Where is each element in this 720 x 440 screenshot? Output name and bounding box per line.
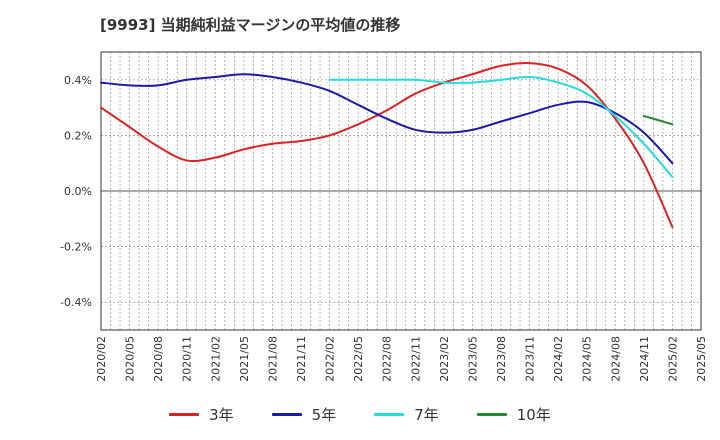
x-tick-label: 2023/11 [524, 336, 537, 382]
x-tick-label: 2021/02 [209, 336, 222, 382]
legend-swatch [476, 413, 507, 416]
x-tick-label: 2025/02 [666, 336, 679, 382]
x-tick-label: 2024/11 [638, 336, 651, 382]
y-tick-label: -0.4% [60, 296, 92, 309]
legend-label: 10年 [516, 406, 551, 424]
grid-lines [101, 52, 701, 330]
legend-swatch [271, 413, 302, 416]
legend-item: 3年 [169, 404, 234, 425]
legend-swatch [169, 413, 200, 416]
x-tick-label: 2024/02 [552, 336, 565, 382]
x-tick-label: 2022/02 [324, 336, 337, 382]
legend-label: 3年 [209, 406, 234, 424]
x-tick-label: 2023/02 [438, 336, 451, 382]
axes [100, 51, 702, 331]
y-tick-label: 0.2% [64, 129, 92, 142]
series-line-7年 [328, 75, 674, 179]
series-line-3年 [100, 62, 674, 229]
plot-frame [100, 51, 702, 331]
x-tick-label: 2023/08 [495, 336, 508, 382]
x-tick-label: 2020/02 [95, 336, 108, 382]
x-tick-label: 2020/08 [152, 336, 165, 382]
series-line-5年 [100, 73, 674, 165]
chart-title: [9993] 当期純利益マージンの平均値の推移 [100, 16, 401, 34]
x-tick-label: 2021/11 [295, 336, 308, 382]
y-tick-label: 0.0% [64, 185, 92, 198]
legend-item: 5年 [271, 404, 337, 425]
x-tick-label: 2022/05 [352, 336, 365, 382]
legend-item: 7年 [374, 404, 439, 425]
x-tick-label: 2024/05 [581, 336, 594, 382]
x-tick-label: 2024/08 [609, 336, 622, 382]
x-tick-label: 2023/05 [466, 336, 479, 382]
legend-label: 5年 [311, 406, 337, 424]
y-tick-label: -0.2% [60, 241, 92, 254]
tick-labels: 0.4% 0.2% 0.0% -0.2% -0.4% 2020/02 2020/05 2020… [60, 74, 708, 382]
x-tick-label: 2022/08 [381, 336, 394, 382]
x-tick-label: 2022/11 [409, 336, 422, 382]
x-tick-label: 2020/11 [181, 336, 194, 382]
x-tick-label: 2020/05 [124, 336, 137, 382]
legend: 3年 5年 7年 10年 [0, 404, 720, 425]
series-line-10年 [642, 114, 674, 126]
x-tick-label: 2021/08 [266, 336, 279, 382]
x-tick-label: 2025/05 [695, 336, 708, 382]
legend-label: 7年 [414, 406, 439, 424]
y-tick-label: 0.4% [64, 74, 92, 87]
legend-swatch [374, 413, 405, 416]
series-lines [100, 62, 674, 229]
legend-item: 10年 [476, 404, 551, 425]
x-tick-label: 2021/05 [238, 336, 251, 382]
